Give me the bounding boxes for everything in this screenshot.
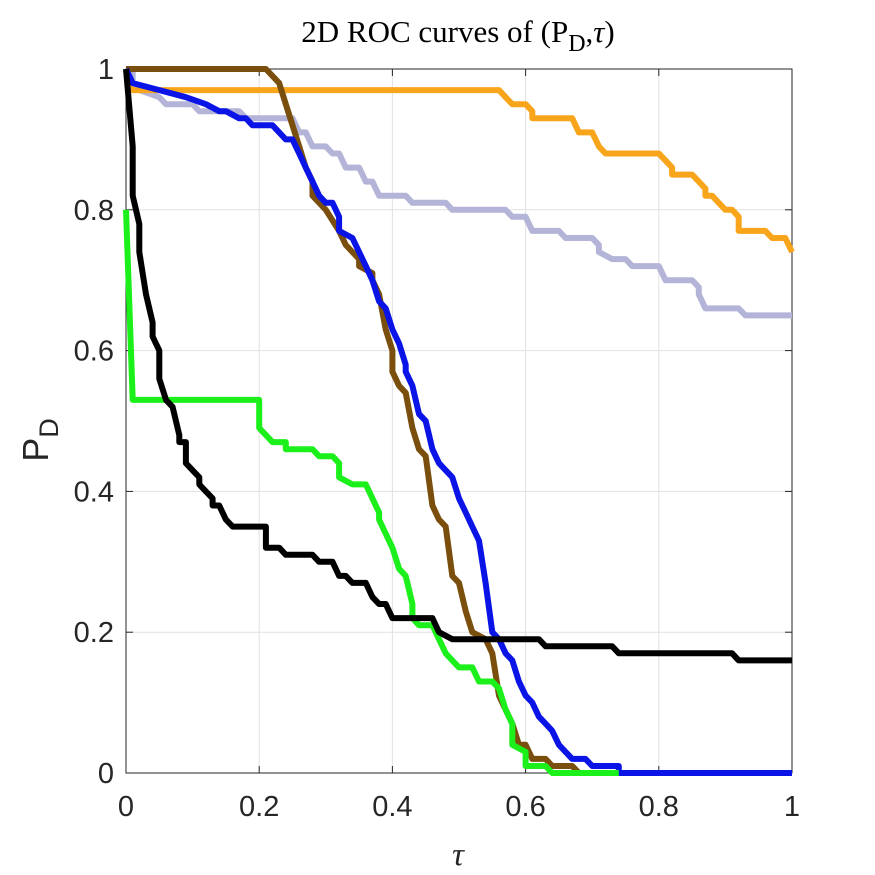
x-axis-label: τ <box>452 837 465 873</box>
series-lines <box>123 66 795 776</box>
x-tick-label: 0.2 <box>239 791 279 823</box>
y-tick-label: 0.6 <box>74 336 114 368</box>
chart-title: 2D ROC curves of (PD,τ) <box>301 14 614 57</box>
y-tick-label: 0 <box>98 758 114 790</box>
y-axis-label: PD <box>15 418 64 462</box>
x-tick-labels: 0 0.2 0.4 0.6 0.8 1 <box>118 791 800 823</box>
y-tick-labels: 0 0.2 0.4 0.6 0.8 1 <box>74 54 114 790</box>
y-tick-label: 0.4 <box>74 476 114 508</box>
x-tick-label: 0.6 <box>505 791 545 823</box>
x-tick-label: 1 <box>784 791 800 823</box>
series-line-orange <box>123 81 795 254</box>
x-tick-label: 0 <box>118 791 134 823</box>
y-tick-label: 0.8 <box>74 195 114 227</box>
x-tick-label: 0.8 <box>639 791 679 823</box>
y-tick-label: 1 <box>98 54 114 86</box>
x-tick-label: 0.4 <box>372 791 412 823</box>
series-line-green <box>123 209 619 776</box>
y-tick-label: 0.2 <box>74 617 114 649</box>
series-line-black <box>123 68 792 664</box>
series-line-blue <box>123 67 792 776</box>
plot-area-frame <box>125 68 793 774</box>
